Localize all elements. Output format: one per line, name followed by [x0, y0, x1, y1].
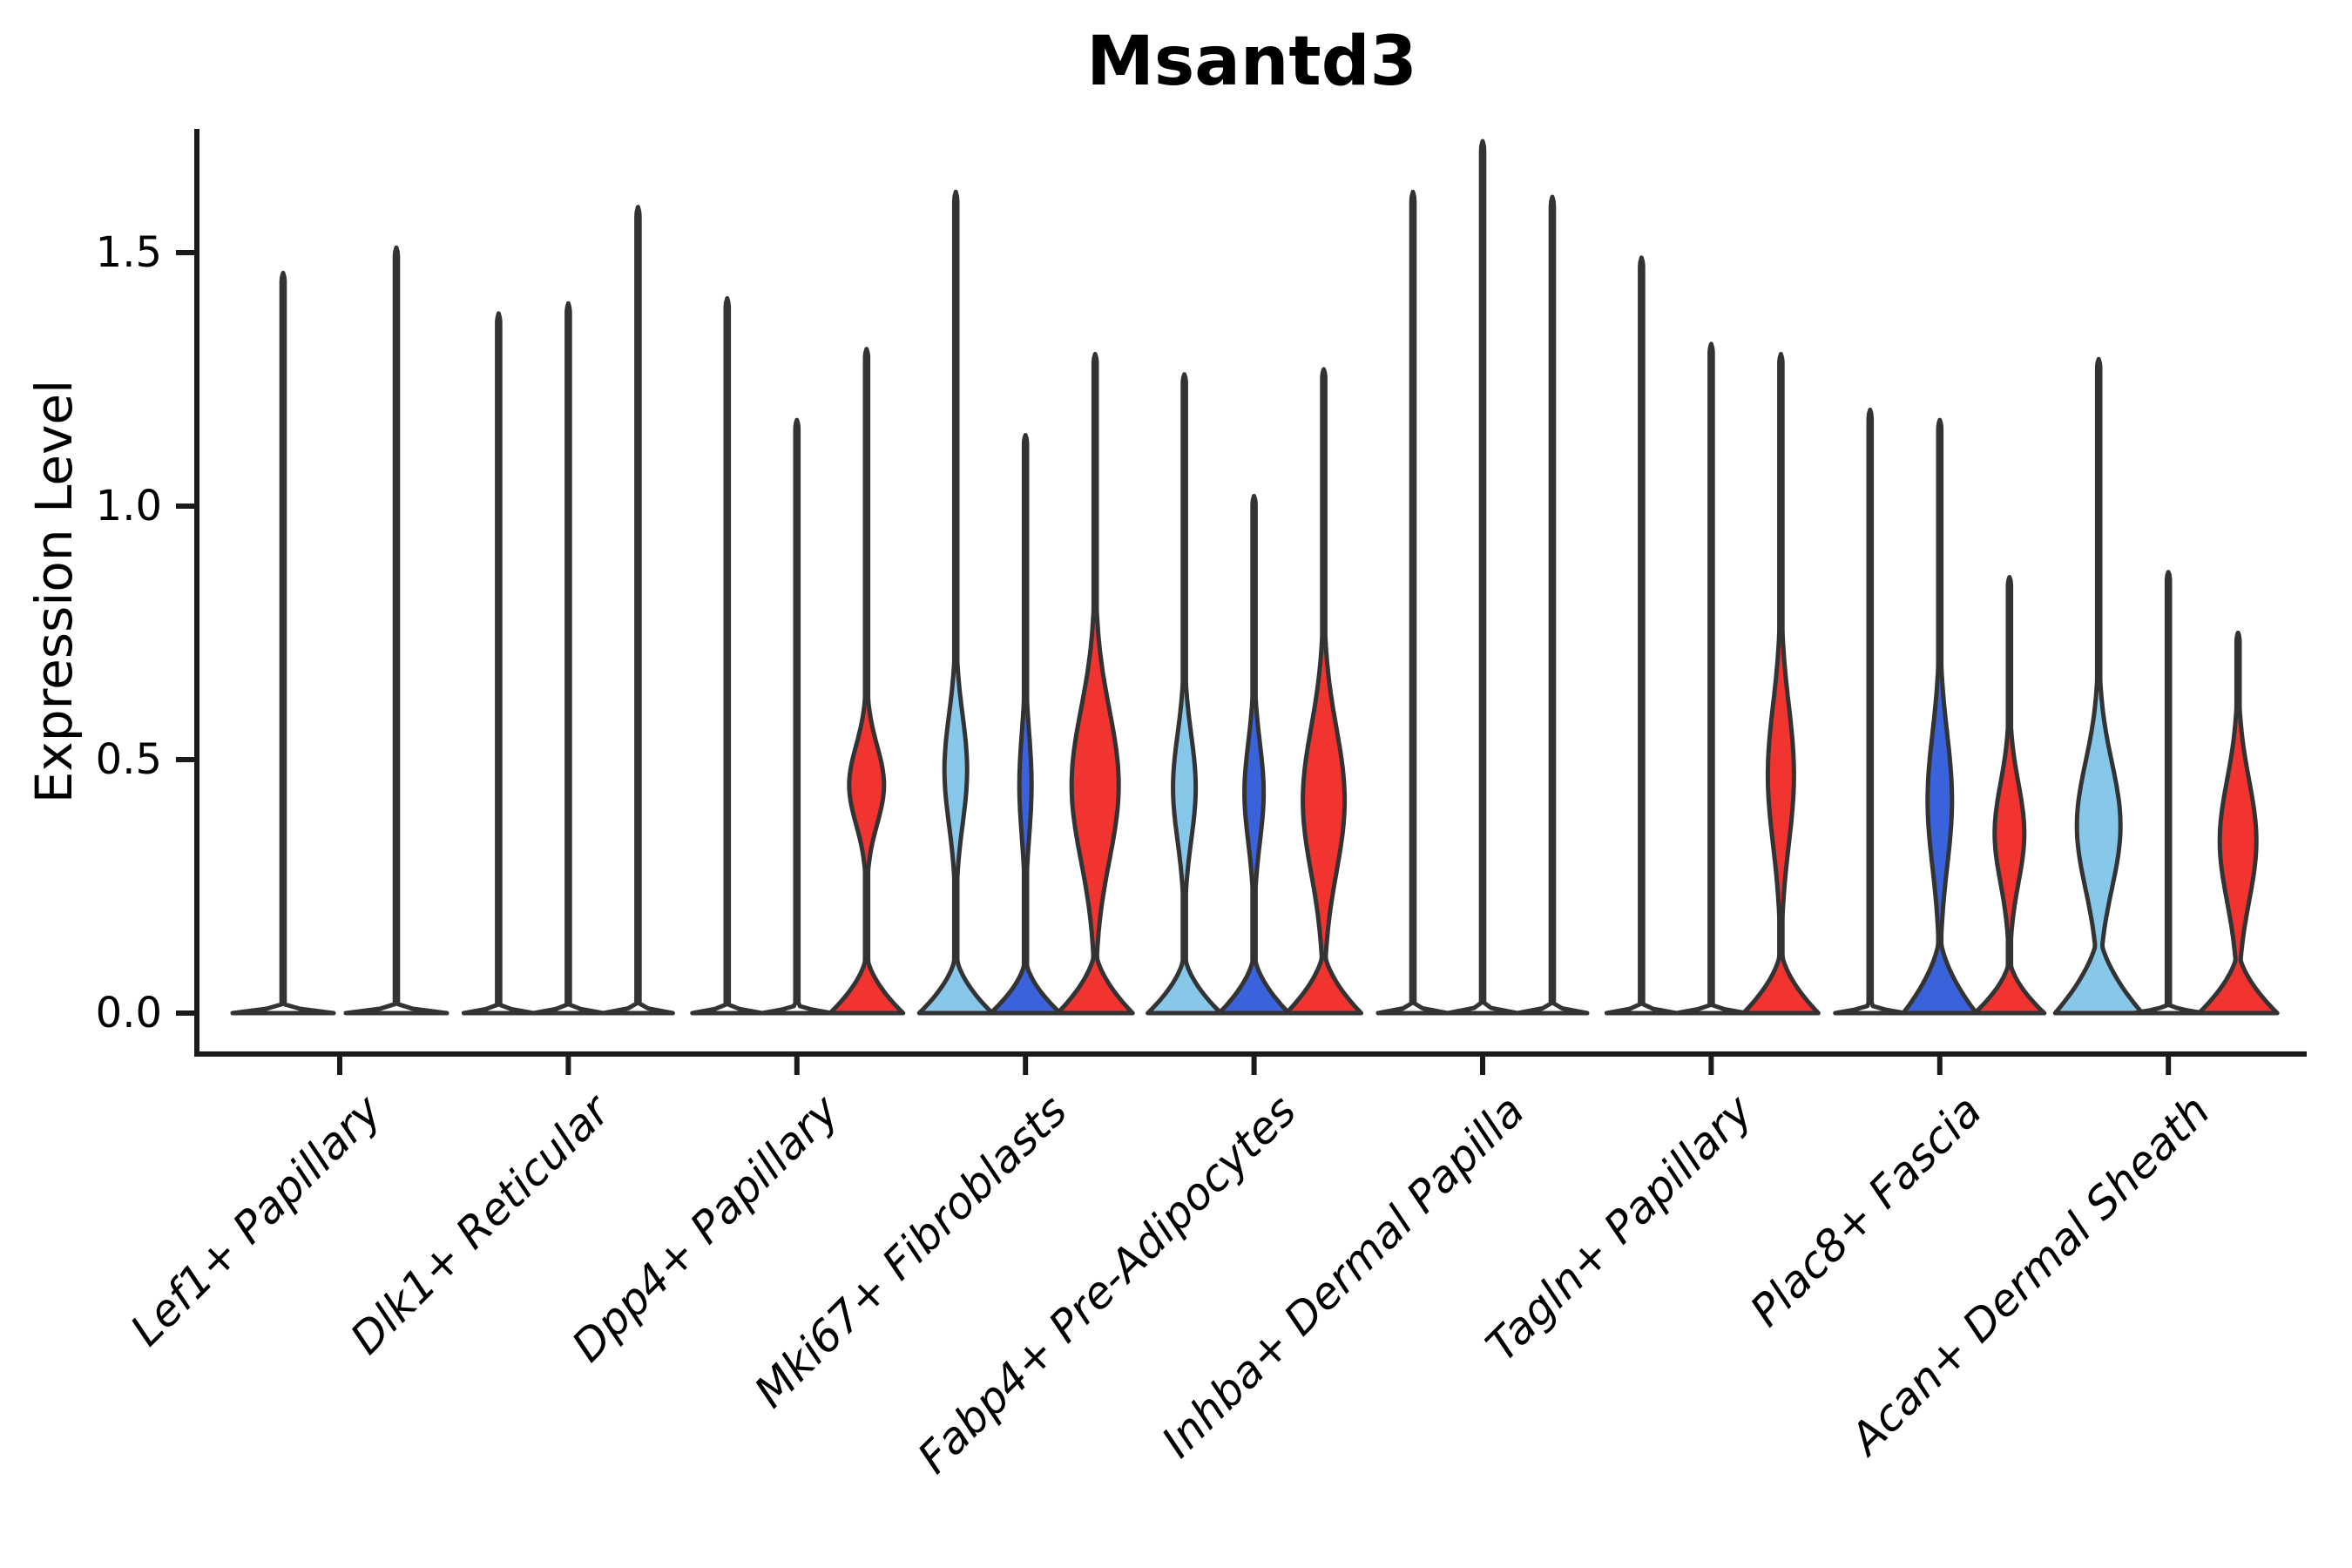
violin-9-3 — [2196, 631, 2280, 1016]
violin-7-3 — [1740, 351, 1821, 1016]
violin-5-3 — [1284, 367, 1364, 1016]
violin-6-2 — [1445, 139, 1520, 1016]
y-tick-label: 0.0 — [95, 989, 162, 1037]
violin-4-1 — [916, 189, 995, 1016]
violin-3-2 — [760, 417, 835, 1016]
violin-6-3 — [1515, 194, 1590, 1016]
violin-8-3 — [1972, 575, 2047, 1016]
violin-2-1 — [461, 311, 536, 1016]
violin-7-1 — [1604, 255, 1679, 1016]
violin-6-1 — [1375, 189, 1450, 1016]
chart-title: Msantd3 — [1086, 23, 1417, 101]
violin-9-2 — [2131, 570, 2206, 1016]
y-tick-label: 0.5 — [95, 735, 162, 784]
violin-9-1 — [2052, 356, 2145, 1016]
violin-3-3 — [828, 347, 906, 1016]
violin-4-3 — [1055, 351, 1135, 1016]
violin-1-1 — [230, 270, 336, 1016]
violin-5-2 — [1217, 493, 1292, 1016]
violin-1-2 — [343, 245, 449, 1016]
violin-5-1 — [1146, 372, 1224, 1016]
y-tick-label: 1.5 — [95, 228, 162, 277]
violin-4-2 — [988, 433, 1063, 1016]
violin-8-2 — [1901, 417, 1979, 1016]
violin-7-2 — [1673, 341, 1748, 1016]
y-tick-label: 1.0 — [95, 482, 162, 531]
y-axis-label: Expression Level — [24, 379, 84, 804]
violin-2-3 — [600, 205, 675, 1016]
violin-3-1 — [690, 295, 765, 1016]
violin-2-2 — [531, 301, 605, 1016]
violin-8-1 — [1833, 407, 1908, 1016]
